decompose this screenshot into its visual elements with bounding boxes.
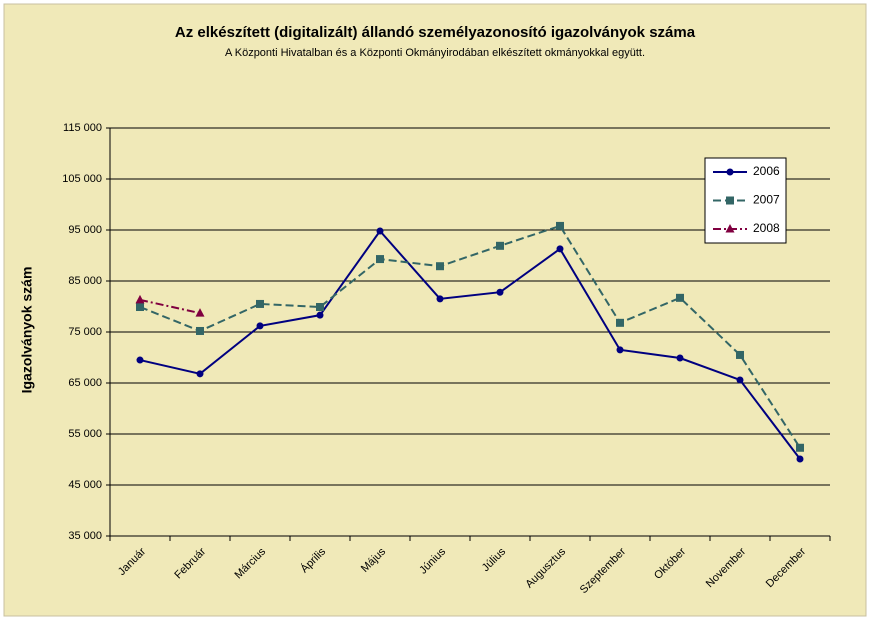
marker <box>496 241 504 250</box>
marker <box>736 350 744 359</box>
marker <box>556 221 564 230</box>
y-tick-label: 45 000 <box>68 479 102 491</box>
marker <box>796 455 804 463</box>
series-line <box>139 229 801 460</box>
chart-subtitle: A Központi Hivatalban és a Központi Okmá… <box>225 47 645 59</box>
marker <box>616 318 624 327</box>
marker <box>436 295 444 303</box>
chart-background <box>3 3 867 617</box>
marker <box>736 376 744 384</box>
marker <box>136 303 144 312</box>
y-tick-label: 115 000 <box>63 122 102 134</box>
y-tick-label: 35 000 <box>68 530 102 542</box>
marker <box>316 303 324 312</box>
chart-title: Az elkészített (digitalizált) állandó sz… <box>175 24 696 41</box>
marker <box>796 443 804 452</box>
marker <box>376 227 384 235</box>
marker <box>256 299 264 308</box>
marker <box>556 245 564 253</box>
marker <box>136 356 144 364</box>
marker <box>496 288 504 296</box>
marker <box>256 322 264 330</box>
series <box>136 227 804 463</box>
marker <box>726 196 734 205</box>
y-tick-label: 55 000 <box>68 428 102 440</box>
marker <box>195 308 205 317</box>
series <box>136 221 804 452</box>
series <box>135 294 205 317</box>
marker <box>726 168 734 176</box>
marker <box>135 294 145 304</box>
series-line <box>139 298 201 315</box>
legend-label: 2006 <box>753 164 780 178</box>
marker <box>676 293 684 302</box>
y-tick-label: 105 000 <box>62 173 102 185</box>
marker <box>616 346 624 354</box>
marker <box>725 224 735 233</box>
legend-label: 2008 <box>753 221 780 235</box>
y-tick-label: 75 000 <box>68 326 102 338</box>
legend-label: 2007 <box>753 193 780 207</box>
marker <box>196 370 204 378</box>
marker <box>376 255 384 264</box>
marker <box>196 326 204 335</box>
y-tick-label: 65 000 <box>68 377 102 389</box>
y-tick-label: 95 000 <box>68 224 102 236</box>
marker <box>676 354 684 362</box>
y-tick-label: 85 000 <box>68 275 102 287</box>
marker <box>316 311 324 319</box>
y-axis-label: Igazolványok szám <box>19 267 35 394</box>
marker <box>436 262 444 271</box>
